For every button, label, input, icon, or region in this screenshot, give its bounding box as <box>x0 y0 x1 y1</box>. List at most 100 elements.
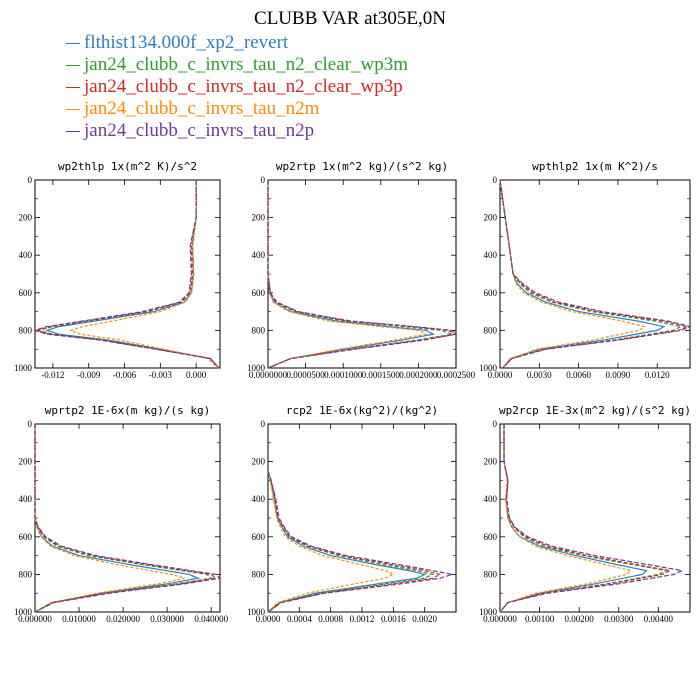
panel-title: wpthlp2 1x(m K^2)/s <box>532 160 658 173</box>
x-tick-label: 0.000000 <box>18 614 52 624</box>
x-tick-label: 0.0008 <box>318 614 343 624</box>
series-line <box>267 470 435 613</box>
y-tick-label: 200 <box>252 213 266 223</box>
x-tick-label: 0.0030 <box>527 370 552 380</box>
chart-panel: wpthlp2 1x(m K^2)/s020040060080010000.00… <box>479 160 692 380</box>
x-tick-label: 0.000000 <box>483 614 517 624</box>
chart-panel: wp2rtp 1x(m^2 kg)/(s^2 kg) 0 200 400 600 800 1… <box>247 160 476 380</box>
legend-entry: jan24_clubb_c_invrs_tau_n2p <box>66 120 408 142</box>
y-tick-label: 200 <box>19 457 33 467</box>
y-tick-label: 600 <box>19 532 33 542</box>
legend: flthist134.000f_xp2_revert jan24_clubb_c_… <box>66 32 408 142</box>
plot-frame <box>34 423 221 613</box>
y-tick-label: 800 <box>19 569 33 579</box>
x-tick-label: 0.000 <box>186 370 207 380</box>
y-tick-label: 600 <box>484 532 498 542</box>
series-line <box>499 424 685 613</box>
y-tick-label: 800 <box>484 325 498 335</box>
x-tick-label: 0.030000 <box>150 614 184 624</box>
y-tick-label: 200 <box>484 213 498 223</box>
legend-entry: jan24_clubb_c_invrs_tau_n2m <box>66 98 408 120</box>
x-tick-label: 0.0002500 <box>437 370 476 380</box>
y-tick-label: 600 <box>19 288 33 298</box>
x-tick-label: -0.009 <box>77 370 101 380</box>
legend-entry: flthist134.000f_xp2_revert <box>66 32 408 54</box>
series-line <box>267 180 458 369</box>
panel-title: wp2rtp 1x(m^2 kg)/(s^2 kg) <box>276 160 448 173</box>
y-tick-label: 0 <box>28 175 33 185</box>
y-tick-label: 0 <box>261 175 266 185</box>
y-tick-label: 600 <box>484 288 498 298</box>
y-tick-label: 200 <box>19 213 33 223</box>
x-tick-label: 0.0000000 <box>249 370 288 380</box>
series-line <box>33 180 220 369</box>
series-line <box>33 180 220 369</box>
chart-panel: wprtp2 1E-6x(m kg)/(s kg) 0 200 400 600 800 10… <box>14 404 229 624</box>
y-tick-label: 600 <box>252 532 266 542</box>
y-tick-label: 200 <box>484 457 498 467</box>
x-tick-label: -0.012 <box>41 370 64 380</box>
legend-line-icon <box>66 109 80 111</box>
y-tick-label: 1000 <box>247 607 266 617</box>
y-tick-label: 400 <box>252 250 266 260</box>
legend-label: flthist134.000f_xp2_revert <box>84 32 289 53</box>
chart-panel: wp2rcp 1E-3x(m^2 kg)/(s^2 kg)0 200 400 600 8… <box>479 404 691 624</box>
chart-panel: rcp2 1E-6x(kg^2)/(kg^2) 0 200 400 600 800 1000… <box>247 404 457 624</box>
series-line <box>34 424 222 613</box>
series-line <box>69 180 219 369</box>
y-tick-label: 200 <box>252 457 266 467</box>
x-tick-label: 0.0000500 <box>286 370 325 380</box>
x-tick-label: 0.0002000 <box>399 370 438 380</box>
y-tick-label: 400 <box>484 494 498 504</box>
y-tick-label: 400 <box>19 494 33 504</box>
x-tick-label: 0.0001000 <box>324 370 363 380</box>
x-tick-label: 0.0001500 <box>362 370 401 380</box>
figure-title: CLUBB VAR at305E,0N <box>254 8 446 29</box>
x-tick-label: 0.00100 <box>525 614 555 624</box>
y-tick-label: 1000 <box>479 363 498 373</box>
x-tick-label: 0.0016 <box>381 614 406 624</box>
x-tick-label: 0.00200 <box>565 614 595 624</box>
x-tick-label: 0.0000 <box>256 614 281 624</box>
y-tick-label: 400 <box>19 250 33 260</box>
y-tick-label: 800 <box>252 325 266 335</box>
y-tick-label: 600 <box>252 288 266 298</box>
legend-label: jan24_clubb_c_invrs_tau_n2_clear_wp3p <box>84 76 403 97</box>
legend-label: jan24_clubb_c_invrs_tau_n2m <box>84 98 320 119</box>
y-tick-label: 1000 <box>479 607 498 617</box>
x-tick-label: 0.0012 <box>350 614 375 624</box>
series-line <box>44 180 220 369</box>
legend-line-icon <box>66 43 80 45</box>
x-tick-label: 0.0000 <box>488 370 513 380</box>
y-tick-label: 0 <box>261 419 266 429</box>
y-tick-label: 800 <box>19 325 33 335</box>
y-tick-label: 800 <box>484 569 498 579</box>
legend-entry: jan24_clubb_c_invrs_tau_n2_clear_wp3p <box>66 76 408 98</box>
x-tick-label: 0.00400 <box>644 614 674 624</box>
series-line <box>267 470 395 613</box>
panel-title: rcp2 1E-6x(kg^2)/(kg^2) <box>286 404 438 417</box>
legend-line-icon <box>66 65 80 67</box>
x-tick-label: 0.010000 <box>62 614 96 624</box>
series-line <box>499 424 648 613</box>
x-tick-label: 0.0004 <box>287 614 312 624</box>
chart-panel: wp2thlp 1x(m^2 K)/s^2 0 200 400 600 800 1000 -0… <box>14 160 221 380</box>
legend-label: jan24_clubb_c_invrs_tau_n2_clear_wp3m <box>84 54 408 75</box>
x-tick-label: 0.0090 <box>606 370 631 380</box>
y-tick-label: 0 <box>28 419 33 429</box>
series-line <box>499 179 666 369</box>
panel-title: wp2thlp 1x(m^2 K)/s^2 <box>58 160 197 173</box>
series-line <box>499 424 632 613</box>
series-line <box>267 470 453 613</box>
y-tick-label: 1000 <box>14 363 33 373</box>
plot-frame <box>34 179 221 369</box>
panel-title: wprtp2 1E-6x(m kg)/(s kg) <box>45 404 211 417</box>
y-tick-label: 400 <box>484 250 498 260</box>
y-tick-label: 0 <box>493 419 498 429</box>
series-line <box>34 424 217 613</box>
x-tick-label: 0.040000 <box>194 614 228 624</box>
x-tick-label: 0.00300 <box>604 614 634 624</box>
series-line <box>499 424 669 613</box>
plot-frame <box>267 423 457 613</box>
